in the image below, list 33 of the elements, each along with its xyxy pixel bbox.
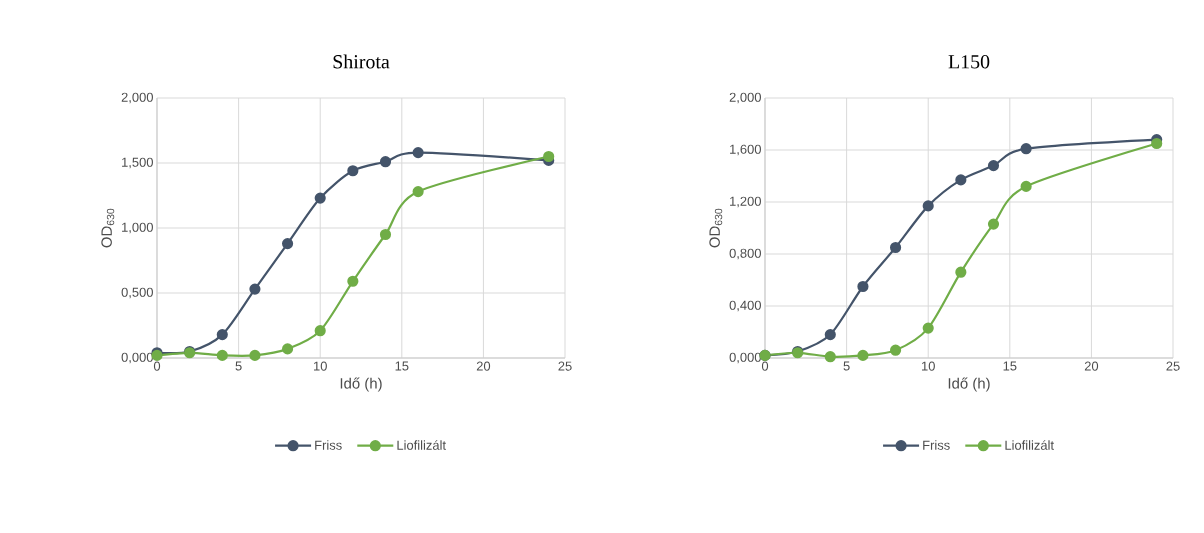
legend-label: Liofilizált xyxy=(1005,440,1054,450)
chart-title: L150 xyxy=(948,55,990,69)
x-tick-label: 5 xyxy=(843,361,850,371)
x-axis-title: Idő (h) xyxy=(340,377,382,392)
x-tick-label: 25 xyxy=(1166,361,1180,371)
x-tick-label: 20 xyxy=(1084,361,1099,371)
legend-label: Liofilizált xyxy=(397,440,446,450)
x-axis-title: Idő (h) xyxy=(948,377,990,392)
y-tick-label: 1,500 xyxy=(122,157,153,169)
x-tick-label: 0 xyxy=(761,361,769,371)
x-tick-label: 10 xyxy=(313,361,327,371)
x-tick-label: 5 xyxy=(235,361,242,371)
y-tick-label: 0,000 xyxy=(729,352,761,364)
y-axis-title: OD$_{630}$ xyxy=(101,208,115,248)
y-tick-label: 2,000 xyxy=(121,92,153,104)
x-tick-label: 15 xyxy=(1003,361,1017,371)
legend-label: Friss xyxy=(923,440,950,450)
y-tick-label: 1,000 xyxy=(122,222,153,234)
x-tick-label: 0 xyxy=(153,361,161,371)
chart-title: Shirota xyxy=(333,54,390,69)
y-axis-title: OD$_{630}$ xyxy=(709,208,723,248)
y-tick-label: 0,800 xyxy=(729,248,761,260)
y-tick-label: 2,000 xyxy=(729,92,761,104)
y-tick-label: 0,500 xyxy=(121,287,153,299)
x-tick-label: 25 xyxy=(558,361,572,371)
x-tick-label: 10 xyxy=(921,361,935,371)
y-tick-label: 1,600 xyxy=(730,144,761,156)
y-tick-label: 0,400 xyxy=(729,300,761,312)
x-tick-label: 15 xyxy=(395,361,409,371)
legend-label: Friss xyxy=(315,440,342,450)
x-tick-label: 20 xyxy=(476,361,491,371)
y-tick-label: 0,000 xyxy=(121,352,153,364)
y-tick-label: 1,200 xyxy=(730,196,761,208)
